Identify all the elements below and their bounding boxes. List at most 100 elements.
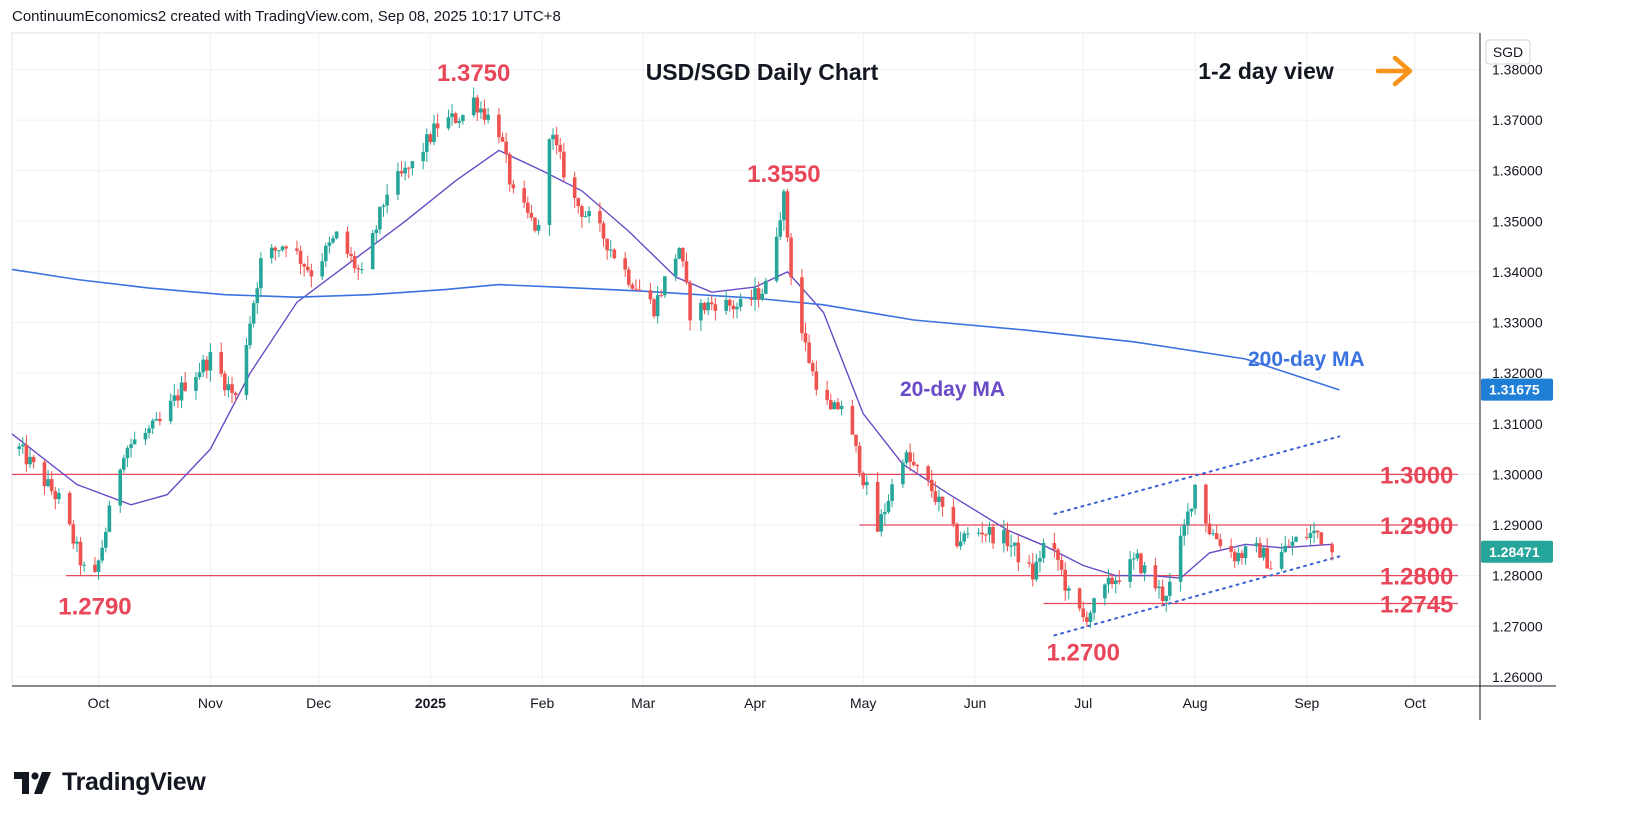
- candle-body: [1157, 586, 1161, 589]
- candle-body: [49, 479, 54, 492]
- candle-body: [132, 439, 137, 445]
- candle-body: [904, 452, 909, 463]
- y-tick-label: 1.31000: [1492, 416, 1543, 432]
- candle-body: [684, 261, 689, 283]
- candle-body: [875, 481, 880, 532]
- y-tick-label: 1.30000: [1492, 466, 1543, 482]
- candle-body: [1330, 544, 1334, 553]
- candle-body: [634, 288, 638, 290]
- candle-body: [1128, 559, 1132, 582]
- candle-body: [702, 302, 707, 311]
- candle-body: [24, 444, 29, 465]
- candle-body: [208, 352, 213, 371]
- x-tick-label: May: [850, 695, 876, 711]
- candle-body: [1240, 552, 1244, 559]
- candle-body: [1113, 580, 1118, 584]
- candle-body: [1164, 595, 1169, 602]
- candle-body: [42, 462, 47, 487]
- candle-body: [608, 249, 613, 251]
- candle-body: [890, 484, 894, 501]
- candle-body: [1056, 549, 1060, 561]
- candle-body: [630, 284, 635, 289]
- candle-body: [1059, 560, 1064, 570]
- candle-body: [360, 269, 364, 271]
- candle-body: [800, 277, 804, 334]
- candle-body: [626, 269, 631, 285]
- candle-body: [143, 432, 148, 440]
- candle-body: [991, 527, 995, 544]
- candle-body: [1308, 533, 1313, 539]
- x-tick-label: Sep: [1294, 695, 1319, 711]
- candle-body: [601, 223, 606, 239]
- candle-body: [396, 171, 400, 195]
- x-tick-label: Oct: [1404, 695, 1426, 711]
- candle-body: [71, 524, 76, 544]
- candle-body: [511, 184, 516, 189]
- candle-body: [226, 384, 231, 391]
- currency-label: SGD: [1493, 44, 1523, 60]
- channel-line-upper: [1053, 435, 1341, 515]
- candle-body: [1135, 553, 1140, 559]
- candle-body: [1012, 542, 1017, 546]
- candle-body: [951, 506, 956, 524]
- candle-body: [479, 108, 483, 113]
- candle-body: [929, 479, 934, 492]
- x-tick-label: 2025: [415, 695, 446, 711]
- candle-body: [738, 298, 743, 307]
- candle-body: [832, 402, 837, 410]
- candle-body: [125, 448, 130, 459]
- candle-body: [955, 523, 959, 547]
- candle-body: [551, 134, 555, 140]
- y-tick-label: 1.32000: [1492, 365, 1543, 381]
- candle-body: [976, 532, 981, 534]
- candle-body: [1131, 558, 1136, 560]
- candle-body: [558, 145, 563, 152]
- candle-body: [1287, 545, 1291, 547]
- candle-body: [987, 527, 992, 535]
- candle-body: [966, 533, 970, 535]
- candle-body: [78, 541, 83, 566]
- candle-body: [446, 117, 451, 129]
- candle-body: [760, 293, 765, 300]
- candle-body: [814, 371, 819, 390]
- candle-body: [251, 303, 256, 324]
- x-tick-label: Apr: [744, 695, 766, 711]
- tradingview-brand[interactable]: TradingView: [14, 768, 206, 797]
- candle-body: [67, 492, 72, 525]
- candle-body: [1030, 563, 1035, 580]
- candle-body: [96, 560, 101, 572]
- candle-body: [562, 151, 566, 178]
- candle-body: [1027, 562, 1031, 564]
- candle-body: [727, 299, 732, 306]
- candle-body: [778, 220, 783, 237]
- candle-body: [1189, 508, 1194, 512]
- candle-body: [334, 231, 339, 239]
- candle-body: [1319, 532, 1324, 545]
- candle-body: [782, 191, 786, 221]
- candle-body: [1168, 581, 1172, 596]
- ma20-line: [11, 149, 1333, 579]
- candle-body: [1085, 617, 1089, 622]
- candle-body: [623, 258, 627, 270]
- ma20-label: 20-day MA: [900, 378, 1005, 401]
- channel-line-lower: [1053, 555, 1341, 637]
- price-tag-label: 1.28471: [1489, 544, 1540, 560]
- candle-body: [197, 372, 202, 378]
- candle-body: [331, 238, 335, 243]
- candle-body: [370, 233, 375, 270]
- candle-body: [1182, 524, 1187, 536]
- candle-body: [536, 224, 541, 231]
- candle-body: [53, 491, 58, 500]
- candle-body: [659, 295, 664, 297]
- candle-body: [172, 395, 177, 401]
- candle-body: [554, 134, 559, 146]
- candle-body: [154, 418, 159, 421]
- candle-body: [883, 511, 887, 515]
- candle-body: [854, 434, 858, 446]
- candle-body: [1236, 552, 1241, 562]
- extreme-label: 1.2790: [58, 594, 131, 621]
- candle-body: [349, 253, 353, 257]
- candle-body: [525, 202, 530, 213]
- candle-body: [1178, 535, 1183, 582]
